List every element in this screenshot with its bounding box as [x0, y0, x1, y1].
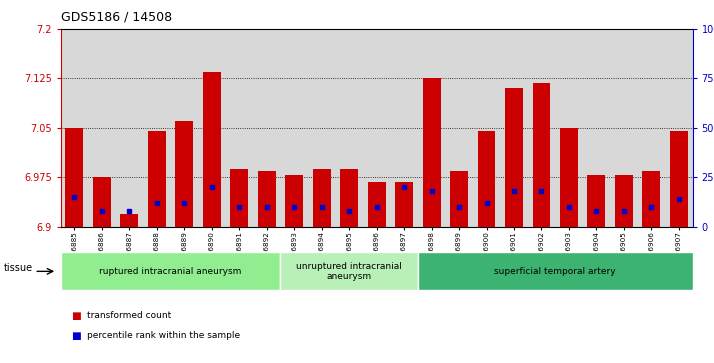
Text: transformed count: transformed count — [87, 311, 171, 320]
Bar — [121, 214, 139, 227]
Bar — [313, 169, 331, 227]
Bar — [258, 171, 276, 227]
Bar — [615, 175, 633, 227]
Bar — [281, 252, 418, 290]
Bar — [341, 169, 358, 227]
Text: ■: ■ — [71, 331, 81, 341]
Bar — [148, 131, 166, 227]
Bar — [670, 131, 688, 227]
Text: GDS5186 / 14508: GDS5186 / 14508 — [61, 11, 172, 24]
Bar — [93, 178, 111, 227]
Bar — [176, 121, 193, 227]
Bar — [643, 171, 660, 227]
Text: tissue: tissue — [4, 263, 33, 273]
Text: ruptured intracranial aneurysm: ruptured intracranial aneurysm — [99, 267, 242, 276]
Bar — [66, 128, 84, 227]
Bar — [286, 175, 303, 227]
Bar — [368, 182, 386, 227]
Bar — [61, 252, 281, 290]
Bar — [231, 169, 248, 227]
Bar — [418, 252, 693, 290]
Bar — [478, 131, 496, 227]
Bar — [395, 182, 413, 227]
Text: percentile rank within the sample: percentile rank within the sample — [87, 331, 240, 340]
Text: superficial temporal artery: superficial temporal artery — [494, 267, 616, 276]
Bar — [533, 83, 550, 227]
Bar — [423, 78, 441, 227]
Bar — [588, 175, 605, 227]
Text: unruptured intracranial
aneurysm: unruptured intracranial aneurysm — [296, 262, 402, 281]
Bar — [505, 88, 523, 227]
Text: ■: ■ — [71, 311, 81, 321]
Bar — [560, 128, 578, 227]
Bar — [203, 72, 221, 227]
Bar — [450, 171, 468, 227]
